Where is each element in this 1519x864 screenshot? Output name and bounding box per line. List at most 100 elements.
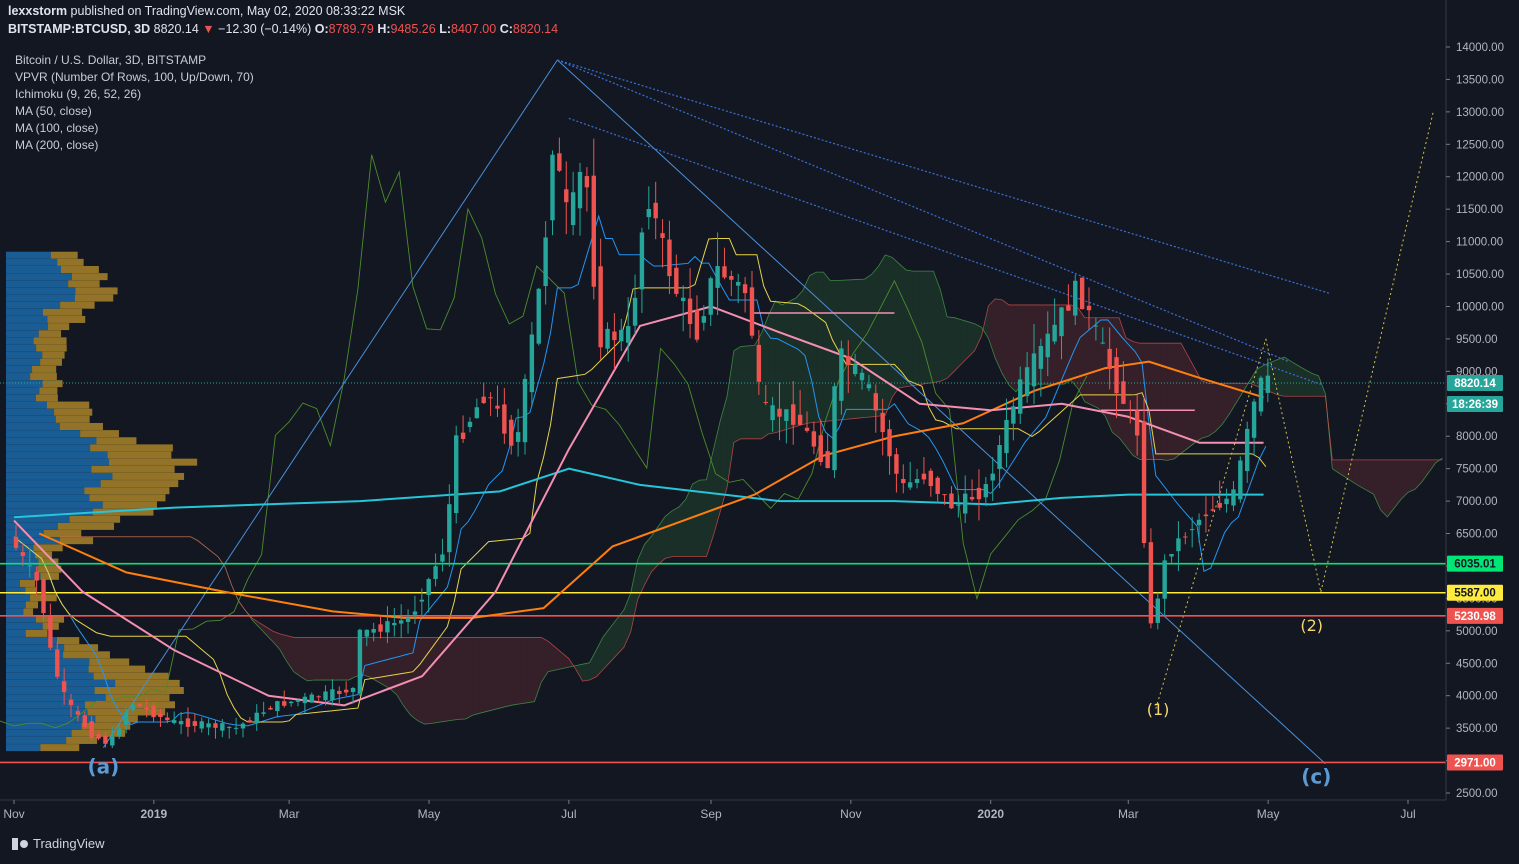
- candle-body: [268, 707, 273, 710]
- cloud-segment: [493, 637, 501, 710]
- candle-body: [887, 429, 892, 457]
- candle: [103, 732, 108, 748]
- vpvr-up-bar: [6, 637, 57, 645]
- cloud-segment: [672, 507, 679, 557]
- candle-body: [247, 720, 253, 723]
- vpvr-down-bar: [25, 629, 48, 637]
- vpvr-up-bar: [6, 701, 85, 709]
- trendline: [568, 117, 1322, 385]
- vpvr-up-bar: [6, 565, 38, 573]
- candle-body: [1245, 428, 1250, 472]
- candle-body: [543, 237, 548, 287]
- price-axis[interactable]: 2500.003000.003500.004000.004500.005000.…: [1445, 0, 1519, 864]
- candle: [653, 181, 658, 240]
- candle: [1251, 398, 1257, 456]
- candle-body: [1004, 419, 1009, 454]
- tradingview-logo[interactable]: TradingView: [12, 836, 105, 851]
- candle-body: [48, 615, 53, 648]
- candle: [632, 274, 638, 335]
- candle: [674, 254, 679, 297]
- trendline: [557, 59, 1331, 295]
- candle: [550, 150, 555, 236]
- indicator-ichimoku[interactable]: Ichimoku (9, 26, 52, 26): [15, 87, 142, 101]
- low-label: L:: [439, 22, 452, 36]
- candle-body: [729, 275, 734, 280]
- candle: [433, 553, 438, 587]
- cloud-segment: [1181, 343, 1188, 454]
- y-tick-label: 7000.00: [1456, 496, 1498, 508]
- candle: [1018, 366, 1023, 424]
- vpvr-up-bar: [6, 708, 88, 716]
- candle: [742, 277, 748, 313]
- candle: [398, 604, 404, 639]
- candle-body: [522, 378, 528, 443]
- candle: [694, 295, 700, 343]
- cloud-segment: [1022, 304, 1030, 385]
- candle-body: [632, 297, 638, 326]
- level-tag-bg: [1447, 607, 1503, 624]
- candle: [343, 681, 349, 696]
- candle: [350, 686, 356, 704]
- cloud-segment: [1070, 304, 1078, 389]
- y-tick-label: 9500.00: [1456, 334, 1498, 346]
- candle-body: [123, 712, 129, 725]
- candle: [935, 476, 940, 504]
- cloud-segment: [616, 609, 624, 655]
- vpvr-up-bar: [6, 744, 41, 752]
- indicator-title[interactable]: Bitcoin / U.S. Dollar, 3D, BITSTAMP: [15, 53, 207, 67]
- time-axis[interactable]: Nov 2019 Mar May Jul Sep Nov 2020 Mar May Jul: [0, 799, 1446, 821]
- candle-body: [282, 701, 287, 706]
- indicator-ma200[interactable]: MA (200, close): [15, 138, 99, 152]
- candle: [598, 238, 603, 360]
- candle: [1258, 375, 1264, 416]
- candle-body: [1258, 377, 1264, 412]
- cloud-segment: [1153, 343, 1161, 460]
- candle-body: [1141, 421, 1147, 544]
- cloud-segment: [644, 536, 652, 585]
- candle-body: [89, 721, 94, 739]
- candle: [1162, 554, 1167, 616]
- candle: [990, 456, 995, 502]
- candle-body: [178, 721, 184, 725]
- candle: [495, 385, 500, 417]
- vpvr-down-bar: [115, 679, 180, 687]
- indicator-ma100[interactable]: MA (100, close): [15, 121, 99, 135]
- candle: [784, 409, 789, 444]
- author[interactable]: lexxstorm: [8, 4, 68, 18]
- candle: [756, 330, 762, 395]
- cloud-segment: [1277, 357, 1285, 397]
- cloud-segment: [1187, 355, 1195, 449]
- candle: [722, 247, 727, 280]
- candle: [185, 707, 191, 737]
- open-label: O:: [314, 22, 329, 36]
- vpvr-down-bar: [30, 373, 57, 381]
- candle-body: [261, 712, 266, 714]
- candle: [295, 699, 301, 707]
- cloud-segment: [383, 637, 391, 689]
- candle-body: [96, 734, 101, 739]
- vpvr-up-bar: [6, 672, 94, 680]
- vpvr-down-bar: [66, 736, 98, 744]
- indicator-ma50[interactable]: MA (50, close): [15, 104, 92, 118]
- cloud-segment: [1015, 304, 1023, 392]
- cloud-segment: [960, 319, 968, 365]
- candle-body: [34, 571, 39, 581]
- candle-body: [502, 404, 507, 434]
- candle: [82, 711, 87, 729]
- candle: [777, 382, 782, 441]
- candle: [41, 577, 46, 622]
- candle: [591, 138, 596, 300]
- candle-body: [660, 233, 665, 238]
- cloud-segment: [974, 323, 982, 351]
- vpvr-up-bar: [6, 430, 81, 438]
- candle-body: [220, 723, 225, 731]
- y-tick-label: 4000.00: [1456, 691, 1498, 703]
- candle-body: [1217, 502, 1222, 508]
- candle-body: [804, 427, 810, 431]
- candle-body: [983, 484, 989, 498]
- indicator-vpvr[interactable]: VPVR (Number Of Rows, 100, Up/Down, 70): [15, 70, 254, 84]
- candle: [1176, 521, 1181, 572]
- candle-body: [653, 202, 658, 219]
- candle-body: [412, 611, 418, 615]
